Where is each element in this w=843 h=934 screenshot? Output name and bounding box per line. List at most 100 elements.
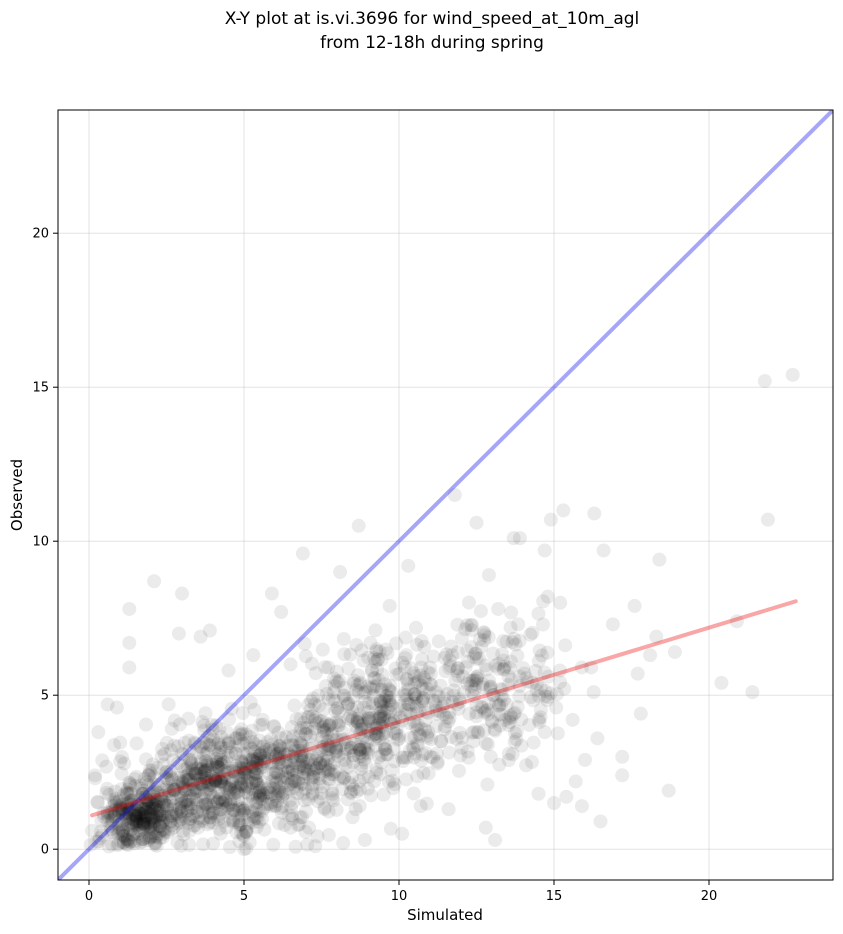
data-point [251, 777, 266, 792]
data-point [182, 811, 197, 826]
data-point [411, 673, 426, 688]
data-point [298, 649, 313, 664]
data-point [350, 715, 365, 730]
data-point [238, 824, 253, 839]
data-point [162, 767, 177, 782]
data-point [356, 700, 371, 715]
data-point [206, 796, 221, 811]
data-point [215, 795, 230, 810]
data-point [478, 703, 493, 718]
data-point [204, 806, 219, 821]
data-point [134, 781, 149, 796]
data-point [209, 755, 224, 770]
data-point [474, 639, 489, 654]
data-point [178, 793, 193, 808]
data-point [442, 653, 457, 668]
data-point [249, 776, 264, 791]
x-tick-label: 0 [85, 889, 93, 904]
data-point [213, 748, 228, 763]
data-point [211, 760, 226, 775]
data-point [369, 721, 384, 736]
data-point [200, 730, 215, 745]
data-point [176, 747, 191, 762]
data-point [109, 794, 124, 809]
data-point [355, 722, 370, 737]
data-point [203, 782, 218, 797]
data-point [442, 705, 457, 720]
data-point [135, 806, 150, 821]
data-point [163, 763, 178, 778]
data-point [274, 805, 289, 820]
data-point [133, 800, 148, 815]
data-point [232, 732, 247, 747]
data-point [326, 685, 341, 700]
data-point [319, 749, 334, 764]
data-point [128, 809, 143, 824]
data-point [142, 787, 157, 802]
data-point [491, 698, 506, 713]
data-point [181, 781, 196, 796]
data-point [289, 782, 304, 797]
data-point [387, 777, 402, 792]
data-point [214, 757, 229, 772]
data-point [423, 660, 437, 675]
data-point [344, 778, 359, 793]
data-point [125, 818, 140, 833]
data-point [287, 698, 302, 713]
data-point [128, 803, 143, 818]
data-point [126, 821, 141, 836]
data-point [291, 775, 306, 790]
data-point [412, 703, 427, 718]
data-point [152, 806, 167, 821]
data-point [374, 748, 389, 763]
data-point [483, 749, 498, 764]
data-point [206, 790, 221, 805]
data-point [337, 688, 352, 703]
data-point [667, 645, 682, 660]
data-point [241, 766, 256, 781]
data-point [395, 750, 410, 765]
data-point [326, 671, 341, 686]
data-point [96, 806, 111, 821]
data-point [391, 728, 406, 743]
data-point [270, 794, 285, 809]
data-point [165, 808, 180, 823]
data-point [376, 787, 391, 802]
data-point [505, 747, 520, 762]
data-point [537, 689, 552, 704]
data-point [193, 776, 208, 791]
data-point [118, 806, 133, 821]
data-point [456, 669, 471, 684]
data-point [239, 753, 254, 768]
data-point [408, 746, 423, 761]
data-point [375, 711, 390, 726]
y-tick-label: 10 [32, 535, 49, 550]
data-point [148, 792, 163, 807]
data-point [309, 761, 324, 776]
data-point [246, 815, 261, 830]
data-point [163, 794, 178, 809]
data-point [415, 652, 430, 667]
data-point [246, 767, 261, 782]
data-point [260, 782, 275, 797]
data-point [519, 671, 534, 686]
data-point [137, 804, 152, 819]
data-point [452, 692, 467, 707]
data-point [141, 819, 156, 834]
data-point [182, 743, 197, 758]
data-point [512, 669, 527, 684]
data-point [248, 766, 263, 781]
data-point [170, 756, 185, 771]
data-point [271, 738, 286, 753]
data-point [212, 807, 227, 822]
data-point [280, 760, 295, 775]
data-point [300, 837, 315, 852]
data-point [197, 771, 212, 786]
data-point [266, 780, 281, 795]
data-point [496, 692, 511, 707]
data-point [144, 817, 159, 832]
data-point [240, 773, 255, 788]
data-point [104, 822, 119, 837]
data-point [144, 829, 159, 844]
data-point [414, 634, 429, 649]
